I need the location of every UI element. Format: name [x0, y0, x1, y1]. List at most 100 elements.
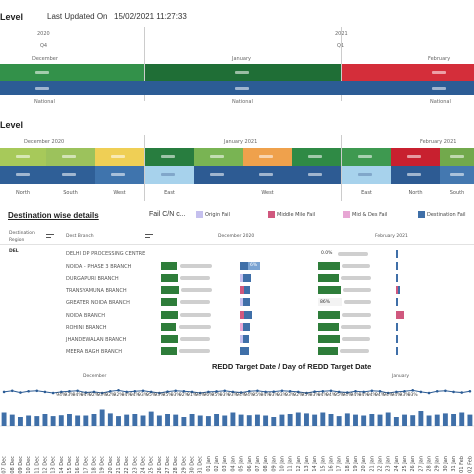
- redd-bar[interactable]: [402, 414, 407, 426]
- redd-line-point[interactable]: [27, 389, 30, 393]
- redd-line-point[interactable]: [460, 391, 464, 394]
- legend-origin-fail[interactable]: Origin Fail: [196, 211, 230, 218]
- fail-bar[interactable]: [396, 311, 404, 319]
- fail-bar[interactable]: [396, 323, 398, 331]
- redd-line-point[interactable]: [92, 390, 96, 394]
- redd-line-point[interactable]: [35, 389, 39, 393]
- redd-line-point[interactable]: [141, 389, 145, 393]
- redd-line-point[interactable]: [117, 389, 120, 392]
- redd-bar[interactable]: [426, 415, 432, 427]
- heat-cell[interactable]: [145, 166, 194, 184]
- sla-bar[interactable]: [318, 262, 340, 270]
- redd-bar[interactable]: [295, 412, 301, 427]
- redd-bar[interactable]: [17, 417, 23, 426]
- fail-bar[interactable]: [243, 298, 250, 306]
- redd-bar[interactable]: [279, 414, 285, 426]
- fail-bar[interactable]: [398, 286, 400, 294]
- fail-bar[interactable]: [240, 274, 243, 282]
- redd-bar[interactable]: [238, 414, 244, 426]
- redd-line-point[interactable]: [435, 389, 439, 393]
- redd-bar[interactable]: [263, 415, 269, 427]
- redd-bar[interactable]: [205, 416, 211, 426]
- redd-bar[interactable]: [287, 414, 293, 426]
- redd-line-point[interactable]: [280, 389, 284, 393]
- redd-line-point[interactable]: [411, 389, 415, 392]
- redd-line-point[interactable]: [272, 390, 276, 393]
- redd-bar[interactable]: [254, 414, 260, 426]
- redd-bar[interactable]: [353, 414, 358, 426]
- redd-line-point[interactable]: [386, 391, 390, 395]
- redd-bar[interactable]: [165, 414, 170, 426]
- redd-bar[interactable]: [99, 409, 105, 427]
- fail-filter-label[interactable]: Fail C/N c...: [149, 211, 186, 218]
- redd-line-point[interactable]: [76, 389, 79, 393]
- redd-line-point[interactable]: [305, 391, 308, 395]
- redd-bar[interactable]: [320, 412, 326, 427]
- sla-bar[interactable]: [318, 335, 340, 343]
- redd-line-point[interactable]: [109, 389, 112, 393]
- sla-bar[interactable]: [161, 274, 178, 282]
- fail-bar[interactable]: [240, 286, 244, 294]
- redd-bar[interactable]: [369, 414, 375, 426]
- redd-bar[interactable]: [83, 415, 89, 427]
- redd-line-point[interactable]: [313, 390, 316, 393]
- heat-cell-dec[interactable]: [0, 64, 144, 81]
- legend-destination-fail[interactable]: Destination Fail: [418, 211, 466, 218]
- legend-middle-mile-fail[interactable]: Middle Mile Fail: [268, 211, 315, 218]
- redd-line-point[interactable]: [125, 390, 128, 394]
- heat-cell-feb[interactable]: [342, 64, 474, 81]
- redd-bar[interactable]: [328, 414, 334, 426]
- fail-bar[interactable]: [244, 286, 250, 294]
- redd-bar[interactable]: [156, 415, 162, 427]
- fail-bar[interactable]: [248, 262, 260, 270]
- redd-line-point[interactable]: [329, 389, 333, 393]
- redd-line-point[interactable]: [59, 390, 63, 394]
- redd-line-point[interactable]: [288, 389, 292, 393]
- redd-bar[interactable]: [26, 415, 32, 427]
- sla-bar[interactable]: [318, 298, 342, 306]
- legend-mid-des-fail[interactable]: Mid & Des Fail: [343, 211, 387, 218]
- fail-bar[interactable]: [240, 262, 248, 270]
- redd-bar[interactable]: [9, 414, 15, 426]
- redd-bar[interactable]: [230, 412, 236, 427]
- redd-line-point[interactable]: [43, 390, 47, 394]
- redd-bar[interactable]: [148, 411, 154, 426]
- fail-bar[interactable]: [240, 347, 249, 355]
- redd-bar[interactable]: [140, 415, 146, 427]
- sort-icon[interactable]: [46, 233, 54, 239]
- redd-bar[interactable]: [410, 415, 416, 426]
- fail-bar[interactable]: [396, 274, 398, 282]
- redd-line-point[interactable]: [452, 390, 455, 394]
- fail-bar[interactable]: [243, 323, 250, 331]
- redd-bar[interactable]: [312, 414, 318, 426]
- redd-bar[interactable]: [214, 414, 220, 426]
- redd-line-point[interactable]: [247, 389, 251, 393]
- redd-bar[interactable]: [189, 414, 195, 426]
- redd-line-point[interactable]: [158, 391, 161, 395]
- redd-line-point[interactable]: [149, 390, 153, 394]
- redd-line-point[interactable]: [231, 390, 235, 394]
- redd-bar[interactable]: [75, 415, 81, 427]
- sla-bar[interactable]: [161, 298, 177, 306]
- redd-bar[interactable]: [42, 414, 48, 426]
- sla-bar[interactable]: [161, 347, 177, 355]
- sort-icon[interactable]: [145, 233, 153, 239]
- redd-bar[interactable]: [91, 414, 97, 426]
- redd-line-point[interactable]: [395, 390, 398, 394]
- redd-line-point[interactable]: [223, 389, 227, 393]
- redd-bar[interactable]: [361, 415, 367, 427]
- redd-line-point[interactable]: [166, 390, 169, 393]
- redd-bar[interactable]: [116, 416, 121, 426]
- redd-bar[interactable]: [393, 417, 399, 426]
- redd-line-point[interactable]: [198, 391, 202, 395]
- redd-bar[interactable]: [467, 414, 473, 426]
- sla-bar[interactable]: [318, 347, 338, 355]
- fail-bar[interactable]: [396, 347, 398, 355]
- redd-bar[interactable]: [107, 413, 113, 426]
- fail-bar[interactable]: [396, 286, 398, 294]
- redd-line-point[interactable]: [362, 390, 365, 394]
- redd-line-point[interactable]: [427, 391, 431, 395]
- fail-bar[interactable]: [240, 311, 244, 319]
- redd-bar[interactable]: [132, 414, 138, 426]
- redd-bar[interactable]: [67, 414, 72, 426]
